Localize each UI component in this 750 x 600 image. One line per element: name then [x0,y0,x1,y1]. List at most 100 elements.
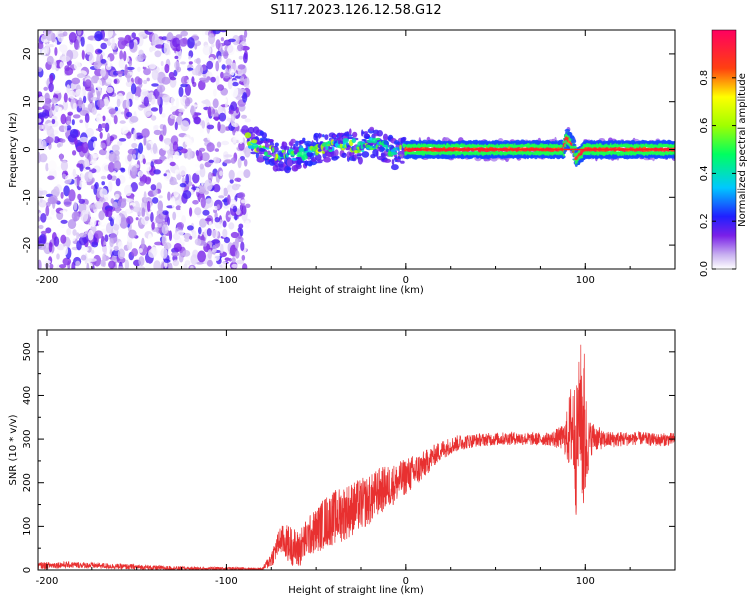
heatmap-trace-cell [346,134,353,137]
heatmap-noise-cell [235,96,242,100]
heatmap-noise-cell [240,75,245,82]
heatmap-noise-cell [202,44,212,56]
heatmap-noise-cell [180,205,188,212]
heatmap-noise-cell [101,246,111,256]
heatmap-noise-cell [219,30,228,33]
heatmap-noise-cell [201,120,206,129]
heatmap-noise-cell [62,100,68,111]
heatmap-noise-cell [140,54,147,60]
figure-title: S117.2023.126.12.58.G12 [270,3,441,18]
heatmap-noise-cell [96,79,103,91]
colorbar-tick-label: 0.0 [699,261,710,277]
heatmap-noise-cell [138,31,148,37]
heatmap-noise-cell [240,199,248,204]
heatmap-noise-cell [157,200,163,212]
heatmap-noise-cell [184,83,192,96]
heatmap-trace-cell [391,159,395,165]
heatmap-noise-cell [64,179,71,185]
heatmap-noise-cell [60,138,66,143]
heatmap-noise-cell [179,38,188,47]
heatmap-noise-cell [151,69,159,81]
heatmap-noise-cell [231,263,238,269]
heatmap-trace-cell [393,154,398,158]
heatmap-noise-cell [212,98,219,109]
heatmap-noise-cell [223,50,229,59]
heatmap-noise-cell [65,55,70,62]
snr-x-axis-label: Height of straight line (km) [288,585,424,596]
heatmap-trace-cell [376,150,379,158]
heatmap-noise-cell [212,108,216,115]
heatmap-trace-cell [317,148,322,152]
heatmap-noise-cell [208,33,216,45]
heatmap-trace-cell [352,131,358,138]
heatmap-noise-cell [138,142,144,155]
heatmap-noise-cell [103,84,107,92]
colorbar-tick-label: 0.2 [699,213,710,229]
heatmap-noise-cell [123,50,127,62]
heatmap-noise-cell [211,239,220,244]
heatmap-noise-cell [89,216,97,227]
x-tick-label: -100 [215,576,238,587]
heatmap-noise-cell [173,243,182,252]
x-tick-label: 100 [576,275,595,286]
heatmap-noise-cell [223,72,230,79]
heatmap-noise-cell [239,156,245,161]
heatmap-noise-cell [107,181,113,192]
spectrogram-y-axis-label: Frequency (Hz) [8,112,19,188]
heatmap-noise-cell [59,264,67,269]
heatmap-noise-cell [117,140,123,146]
snr-panel: -200 -100 0 100 0 100 200 300 400 500 Height of … [8,329,676,596]
heatmap-noise-cell [38,139,44,149]
heatmap-noise-cell [202,79,209,83]
heatmap-trace [244,126,675,174]
heatmap-noise-cell [226,194,231,205]
heatmap-noise-cell [175,200,180,205]
heatmap-noise-cell [105,30,114,39]
heatmap-noise-cell [154,50,162,58]
heatmap-trace-cell [357,156,363,165]
heatmap-trace-cell [323,156,331,163]
heatmap-noise-cell [190,265,194,269]
heatmap-noise-cell [206,259,213,267]
heatmap-noise-cell [71,261,76,269]
heatmap-noise-cell [72,150,77,156]
heatmap-noise-cell [67,219,77,230]
heatmap-trace-cell [324,134,329,141]
heatmap-noise-cell [223,39,231,46]
heatmap-noise-cell [228,258,232,262]
heatmap-noise-cell [199,218,207,228]
snr-y-axis-label: SNR (10 * v/v) [8,414,19,485]
heatmap-noise-cell [158,104,163,115]
heatmap-noise-cell [175,43,181,52]
heatmap-noise-cell [84,247,89,252]
heatmap-noise-cell [163,158,171,171]
heatmap-noise-cell [196,150,203,162]
heatmap-noise-cell [177,222,184,230]
heatmap-noise-cell [87,258,97,262]
heatmap-noise-cell [144,216,150,222]
heatmap-noise-cell [150,115,157,121]
colorbar: 0.0 0.2 0.4 0.6 0.8 Normalized spectral ampl… [699,29,748,277]
heatmap-noise-cell [213,88,217,97]
heatmap-noise-cell [192,172,200,184]
heatmap-noise-cell [226,64,232,69]
heatmap-noise-cell [80,36,85,47]
heatmap-noise-cell [88,54,95,64]
heatmap-noise-cell [204,198,214,208]
heatmap-trace-cell [286,158,294,167]
heatmap-noise-cell [60,191,64,199]
heatmap-noise-cell [66,209,73,217]
heatmap-noise-cell [180,148,188,154]
heatmap-noise-cell [120,168,126,173]
heatmap-noise-cell [217,121,221,132]
heatmap-noise-cell [118,58,125,69]
heatmap-noise-cell [107,56,111,68]
heatmap-noise-cell [191,76,195,85]
heatmap-trace-cell [364,131,368,134]
heatmap-noise-cell [51,103,55,111]
heatmap-noise-cell [113,160,122,171]
heatmap-trace-cell [261,132,267,139]
heatmap-noise-cell [238,223,244,229]
heatmap-noise-cell [176,230,184,236]
heatmap-trace-cell [400,160,405,164]
